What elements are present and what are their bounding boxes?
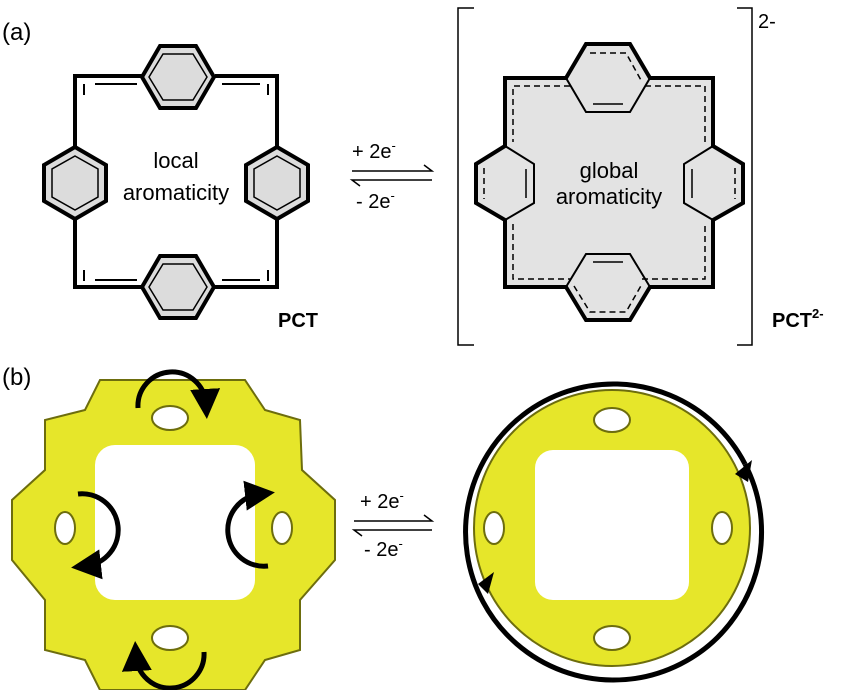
local-current-arrow-right <box>225 480 275 569</box>
minus-2e-a: - 2e- <box>356 188 395 213</box>
backward-arrow-b <box>351 529 432 537</box>
pct-dianion-molecule: global aromaticity PCT2- <box>474 42 824 332</box>
left-bracket <box>457 7 474 346</box>
panel-a-label: (a) <box>2 19 31 46</box>
right-bracket <box>737 7 753 346</box>
aromaticity-label-right: aromaticity <box>556 184 662 209</box>
forward-arrow-a <box>352 164 435 172</box>
benzene-ring-left <box>42 144 108 222</box>
delocalized-dashed-lines <box>512 52 706 313</box>
equilibrium-arrows-b: + 2e- - 2e- <box>351 488 435 561</box>
local-label: local <box>153 148 198 173</box>
global-current-ring <box>463 381 748 683</box>
acid-cavity-left <box>95 445 255 600</box>
pct-bridge-lines <box>73 74 279 289</box>
benzene-ring-bottom <box>139 254 217 320</box>
pct2-name: PCT2- <box>772 306 824 332</box>
minus-2e-b: - 2e- <box>364 536 403 561</box>
global-label: global <box>580 158 639 183</box>
dianion-ring-bonds <box>504 77 714 288</box>
plus-2e-b: + 2e- <box>360 488 404 513</box>
dianion-outline <box>474 42 745 322</box>
benzene-ring-right <box>244 144 310 222</box>
global-current-arrowhead-right <box>735 460 752 482</box>
local-current-arrow-top <box>135 369 221 419</box>
backward-arrow-a <box>349 179 432 187</box>
pct-name: PCT <box>278 310 318 332</box>
acid-cavity-right <box>535 450 689 600</box>
local-current-arrow-left <box>71 491 121 580</box>
benzene-ring-top <box>139 44 217 110</box>
panel-b-label: (b) <box>2 364 31 391</box>
plus-2e-a: + 2e- <box>352 138 396 163</box>
equilibrium-arrows-a: + 2e- - 2e- <box>349 138 435 213</box>
bracket-charge: 2- <box>758 11 776 33</box>
pct-molecule: local aromaticity PCT <box>42 44 318 332</box>
aromaticity-label-left: aromaticity <box>123 180 229 205</box>
acid-plot-left <box>11 369 336 690</box>
cis-alkene-lines <box>95 83 260 281</box>
acid-plot-right <box>463 381 765 683</box>
local-current-arrow-bottom <box>121 641 207 690</box>
forward-arrow-b <box>354 514 435 522</box>
global-current-arrowhead-left <box>478 572 494 594</box>
